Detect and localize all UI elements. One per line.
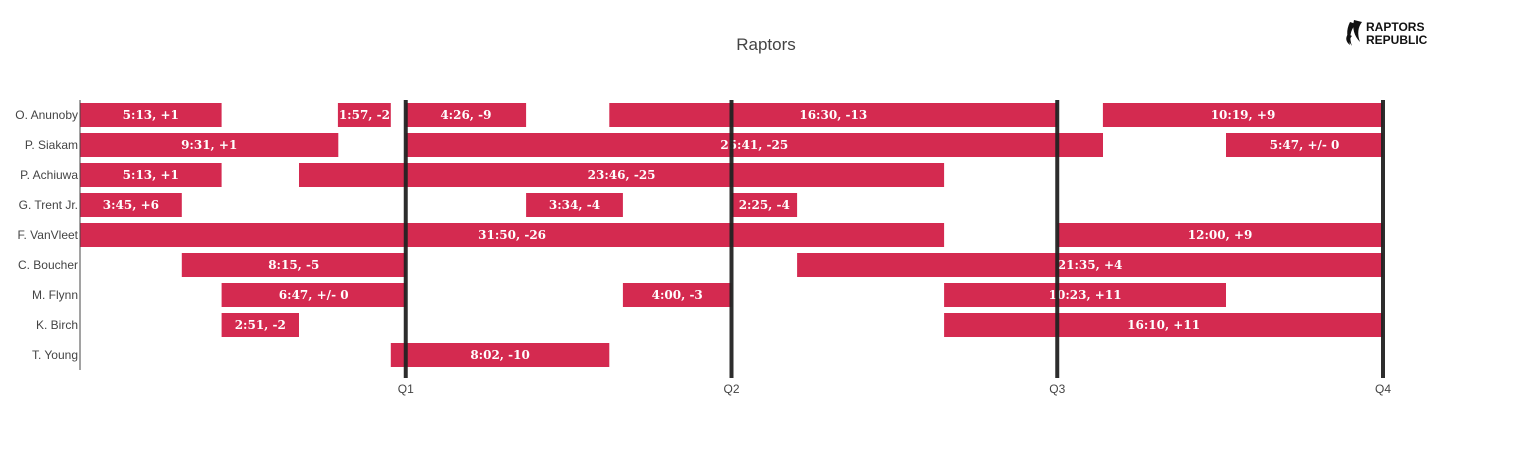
stint-bar — [181, 253, 406, 277]
player-label: F. VanVleet — [18, 228, 79, 242]
stint-label: 4:00, -3 — [652, 288, 703, 302]
raptor-claw-icon — [1346, 20, 1362, 46]
player-label: P. Siakam — [25, 138, 78, 152]
stint-label: 5:13, +1 — [123, 108, 179, 122]
stint-label: 16:10, +11 — [1127, 318, 1200, 332]
x-axis-ticks: Q1 Q2 Q3 Q4 — [398, 382, 1392, 396]
player-label: C. Boucher — [18, 258, 78, 272]
plot-area: 5:13, +1 1:57, -2 4:26, -9 16:30, -13 10:19,… — [15, 100, 1391, 396]
stint-bar — [622, 283, 732, 307]
stint-bar — [1057, 223, 1384, 247]
stint-label: 4:26, -9 — [440, 108, 491, 122]
logo-line-1: RAPTORS — [1366, 20, 1424, 34]
x-tick-label: Q2 — [723, 382, 739, 396]
stint-bar — [609, 103, 1058, 127]
stint-label: 23:46, -25 — [588, 168, 656, 182]
stint-label: 3:34, -4 — [549, 198, 600, 212]
quarter-lines — [403, 100, 1385, 378]
stint-bar — [944, 283, 1226, 307]
stint-label: 16:30, -13 — [799, 108, 867, 122]
logo-line-2: REPUBLIC — [1366, 33, 1428, 47]
stint-bars — [80, 103, 1384, 367]
stint-bar — [221, 313, 299, 337]
stint-label: 8:02, -10 — [470, 348, 530, 362]
x-tick-label: Q3 — [1049, 382, 1065, 396]
stint-labels: 5:13, +1 1:57, -2 4:26, -9 16:30, -13 10:19,… — [103, 108, 1340, 362]
stint-label: 31:50, -26 — [478, 228, 546, 242]
x-tick-label: Q4 — [1375, 382, 1391, 396]
player-label: P. Achiuwa — [20, 168, 78, 182]
stint-bar — [731, 193, 798, 217]
stint-label: 10:23, +11 — [1049, 288, 1122, 302]
stint-bar — [1102, 103, 1383, 127]
stint-bar — [405, 133, 1103, 157]
stint-label: 9:31, +1 — [181, 138, 237, 152]
stint-bar — [1226, 133, 1383, 157]
stint-bar — [80, 193, 182, 217]
stint-bar — [80, 163, 222, 187]
player-labels: O. Anunoby P. Siakam P. Achiuwa G. Trent Jr… — [15, 108, 78, 362]
stint-bar — [797, 253, 1383, 277]
stint-label: 1:57, -2 — [339, 108, 390, 122]
player-label: G. Trent Jr. — [19, 198, 78, 212]
stint-bar — [405, 103, 527, 127]
raptors-republic-logo: RAPTORS REPUBLIC — [1346, 20, 1428, 47]
player-label: K. Birch — [36, 318, 78, 332]
stint-label: 3:45, +6 — [103, 198, 159, 212]
stint-label: 10:19, +9 — [1211, 108, 1276, 122]
stint-bar — [80, 103, 222, 127]
stint-label: 2:51, -2 — [235, 318, 286, 332]
stint-label: 6:47, +/- 0 — [279, 288, 349, 302]
x-tick-label: Q1 — [398, 382, 414, 396]
chart-title: Raptors — [736, 35, 796, 54]
stint-label: 21:35, +4 — [1058, 258, 1123, 272]
stint-bar — [337, 103, 391, 127]
stint-label: 8:15, -5 — [268, 258, 319, 272]
stint-label: 25:41, -25 — [720, 138, 788, 152]
player-label: M. Flynn — [32, 288, 78, 302]
stint-bar — [526, 193, 623, 217]
stint-label: 12:00, +9 — [1188, 228, 1253, 242]
stint-bar — [221, 283, 406, 307]
stint-label: 5:13, +1 — [123, 168, 179, 182]
stint-bar — [944, 313, 1383, 337]
stint-label: 2:25, -4 — [739, 198, 790, 212]
stint-bar — [390, 343, 610, 367]
stint-bar — [80, 223, 945, 247]
stint-bar — [80, 133, 339, 157]
player-label: O. Anunoby — [15, 108, 78, 122]
player-label: T. Young — [32, 348, 78, 362]
stint-label: 5:47, +/- 0 — [1270, 138, 1340, 152]
